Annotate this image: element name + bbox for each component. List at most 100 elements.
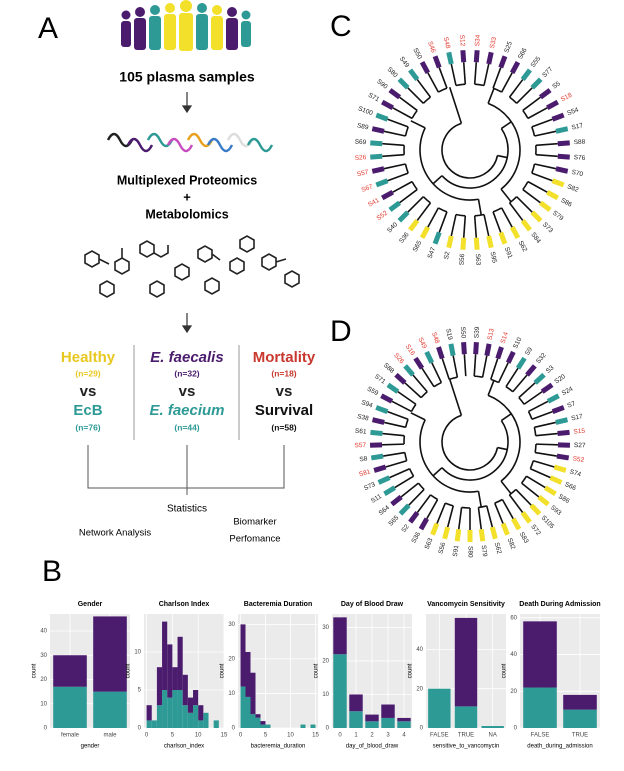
leaf-bar bbox=[557, 140, 570, 147]
y-tick-label: 0 bbox=[420, 726, 424, 732]
leaf-bar bbox=[549, 475, 563, 485]
bar-segment bbox=[156, 705, 163, 728]
bar-segment bbox=[381, 717, 395, 728]
tree-branch bbox=[500, 413, 512, 422]
leaf-label: S36 bbox=[398, 231, 411, 245]
tree-arc bbox=[437, 207, 448, 213]
bar-segment bbox=[162, 690, 168, 728]
leaf-label: S50 bbox=[411, 47, 423, 61]
tree-branch bbox=[477, 507, 483, 530]
tree-branch bbox=[492, 211, 502, 233]
dendrograms: S34 S33 S25 S66S55S77S5S18S54S17S88S76S70S8… bbox=[354, 34, 586, 558]
leaf-bar bbox=[370, 453, 384, 461]
bar-segment bbox=[365, 721, 379, 728]
bar-segment bbox=[310, 724, 316, 728]
leaf-bar bbox=[515, 356, 527, 370]
tree-arc bbox=[444, 502, 454, 507]
leaf-label: S71 bbox=[367, 92, 381, 104]
leaf-label: S52 bbox=[572, 455, 585, 464]
leaf-label: S73 bbox=[541, 221, 554, 234]
tree-branch bbox=[450, 63, 457, 86]
biomarker-label: Biomarker bbox=[233, 517, 276, 528]
bar-segment bbox=[198, 720, 204, 728]
y-tick-label: 20 bbox=[416, 686, 423, 692]
x-tick-label: 10 bbox=[195, 733, 202, 739]
leaf-label: S91 bbox=[503, 246, 514, 260]
y-tick-label: 0 bbox=[326, 726, 330, 732]
bar-segment bbox=[523, 687, 557, 728]
y-axis-label: count bbox=[314, 663, 320, 678]
tree-arc bbox=[505, 386, 514, 393]
tree-branch bbox=[535, 153, 558, 158]
leaf-label: S7 bbox=[566, 400, 576, 409]
molecule-icons bbox=[84, 235, 300, 298]
bar-segment bbox=[260, 724, 266, 728]
leaf-bar bbox=[424, 350, 435, 364]
leaf-label: S71 bbox=[373, 373, 387, 386]
leaf-label: S19 bbox=[444, 328, 453, 341]
leaf-bar bbox=[388, 200, 402, 212]
y-tick-label: 40 bbox=[416, 647, 423, 653]
comparisons: Healthy (n=29) vs EcB (n=76) E. faecalis (n=32… bbox=[61, 349, 316, 432]
tree-branch bbox=[483, 214, 490, 237]
tree-arc bbox=[490, 378, 499, 384]
leaf-bar bbox=[520, 218, 532, 232]
bar-segment bbox=[333, 617, 347, 655]
leaf-label: S48 bbox=[442, 36, 451, 49]
tree-arc bbox=[404, 126, 409, 137]
tree-arc bbox=[534, 444, 537, 453]
leaf-label: S54 bbox=[566, 106, 580, 117]
leaf-label: S61 bbox=[355, 428, 368, 436]
tree-branch bbox=[383, 130, 406, 137]
leaf-bar bbox=[486, 51, 494, 65]
tree-branch bbox=[512, 374, 528, 393]
bar-segment bbox=[167, 644, 173, 698]
leaf-label: S18 bbox=[560, 92, 574, 104]
x-axis-label: death_during_admission bbox=[527, 744, 592, 750]
bar-segment bbox=[240, 624, 246, 687]
leaf-bar bbox=[537, 494, 550, 507]
tree-arc bbox=[422, 96, 431, 104]
tree-arc bbox=[441, 122, 499, 179]
bar-segment bbox=[349, 711, 363, 728]
panel-label: A bbox=[38, 12, 58, 45]
tree-branch bbox=[500, 207, 513, 228]
tree-branch bbox=[408, 488, 425, 506]
leaf-label: S46 bbox=[426, 41, 437, 55]
leaf-label: S32 bbox=[535, 352, 548, 366]
x-tick-label: 5 bbox=[171, 733, 175, 739]
comparison-n: (n=44) bbox=[174, 422, 199, 432]
bar-segment bbox=[381, 704, 395, 718]
bar-segment bbox=[250, 714, 256, 728]
tree-branch bbox=[492, 67, 502, 89]
leaf-label: S88 bbox=[382, 362, 396, 375]
statistics-label: Statistics bbox=[167, 504, 207, 515]
tree-arc bbox=[531, 163, 536, 174]
tree-branch bbox=[399, 96, 418, 112]
leaf-label: S39 bbox=[473, 326, 481, 338]
leaf-bar bbox=[555, 166, 569, 174]
bar-segment bbox=[193, 690, 199, 706]
bar-segment bbox=[265, 724, 271, 728]
divider bbox=[133, 345, 240, 440]
leaf-bar bbox=[473, 237, 480, 250]
tree-branch bbox=[462, 62, 467, 85]
panel-label: C bbox=[330, 10, 352, 43]
tree-branch bbox=[391, 400, 412, 413]
comparison-n: (n=76) bbox=[75, 422, 100, 432]
comparison-top: Healthy bbox=[61, 349, 116, 366]
tree-arc bbox=[474, 213, 485, 217]
x-tick-label: 1 bbox=[354, 733, 358, 739]
leaf-label: S86 bbox=[557, 493, 571, 505]
tree-branch bbox=[438, 211, 448, 233]
tree-branch bbox=[382, 432, 405, 437]
bar-segment bbox=[172, 667, 178, 690]
leaf-bar bbox=[419, 61, 431, 74]
leaf-label: S89 bbox=[356, 122, 369, 131]
y-tick-label: 0 bbox=[44, 726, 48, 732]
tree-branch bbox=[397, 390, 417, 405]
leaf-label: S82 bbox=[506, 537, 517, 551]
leaf-label: S79 bbox=[480, 545, 488, 558]
leaf-label: S33 bbox=[489, 36, 498, 49]
tree-arc bbox=[461, 506, 471, 509]
